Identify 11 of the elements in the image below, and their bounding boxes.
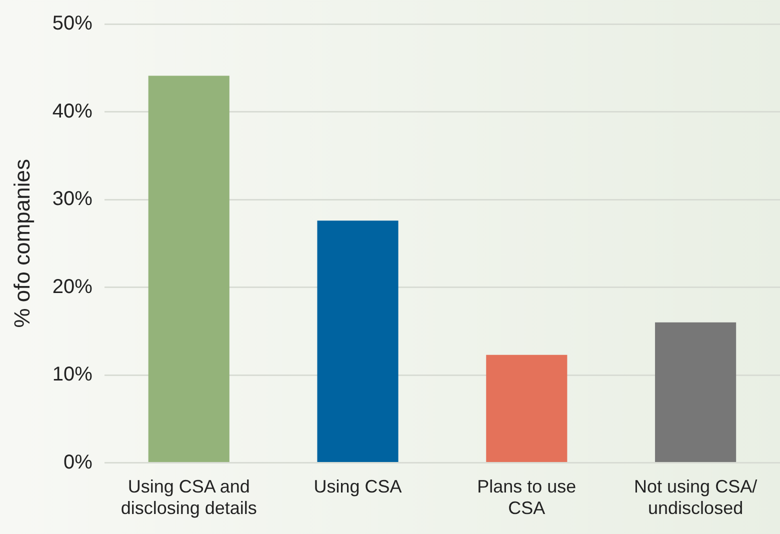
y-tick-label: 0% [64, 451, 93, 474]
y-tick-label: 50% [52, 12, 93, 35]
y-axis-title: % ofo companies [9, 159, 34, 328]
y-tick-label: 20% [52, 276, 93, 298]
x-tick-label: Plans to use CSA [477, 476, 576, 518]
y-tick-label: 10% [52, 364, 93, 386]
x-tick-label: Using CSA and disclosing details [120, 476, 257, 518]
y-tick-label: 40% [52, 100, 93, 122]
x-tick-label: Using CSA [314, 476, 402, 497]
y-tick-label: 30% [52, 188, 93, 210]
x-tick-label: Not using CSA/ undisclosed [634, 476, 758, 518]
